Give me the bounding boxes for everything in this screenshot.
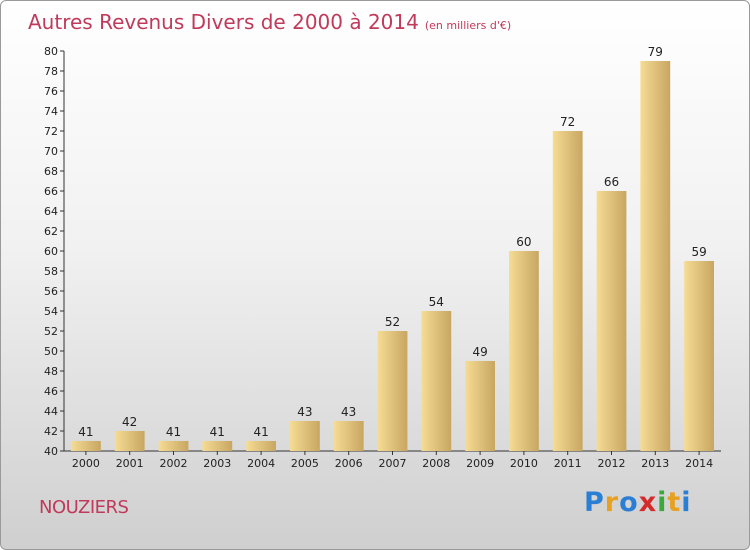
y-tick-label: 74 bbox=[44, 105, 58, 118]
chart-title-text: Autres Revenus Divers de 2000 à 2014 bbox=[28, 10, 419, 34]
x-tick-label: 2007 bbox=[379, 457, 407, 470]
data-label: 41 bbox=[210, 425, 225, 439]
y-tick-label: 56 bbox=[44, 285, 58, 298]
bar-2005 bbox=[290, 421, 320, 451]
x-tick-label: 2008 bbox=[422, 457, 450, 470]
x-tick-label: 2012 bbox=[598, 457, 626, 470]
data-label: 43 bbox=[341, 405, 356, 419]
x-tick-label: 2011 bbox=[554, 457, 582, 470]
data-label: 41 bbox=[253, 425, 268, 439]
logo-letter-5: t bbox=[667, 487, 682, 518]
bar-2009 bbox=[465, 361, 495, 451]
bar-2008 bbox=[421, 311, 452, 451]
logo-letter-3: x bbox=[638, 487, 658, 518]
commune-name: NOUZIERS bbox=[39, 497, 129, 518]
bar-2000 bbox=[71, 441, 101, 451]
bar-2006 bbox=[333, 421, 364, 451]
data-label: 60 bbox=[516, 235, 531, 249]
y-tick-label: 64 bbox=[44, 205, 58, 218]
y-tick-label: 76 bbox=[44, 85, 58, 98]
y-tick-label: 58 bbox=[44, 265, 58, 278]
y-tick-label: 50 bbox=[44, 345, 58, 358]
y-tick-label: 40 bbox=[44, 445, 58, 458]
bar-2012 bbox=[596, 191, 627, 451]
logo-letter-0: P bbox=[584, 487, 605, 518]
bar-2001 bbox=[114, 431, 145, 451]
bar-2013 bbox=[640, 61, 671, 451]
x-tick-label: 2013 bbox=[641, 457, 669, 470]
x-tick-label: 2009 bbox=[466, 457, 494, 470]
data-label: 43 bbox=[297, 405, 312, 419]
bar-2007 bbox=[377, 331, 408, 451]
y-tick-label: 80 bbox=[44, 45, 58, 58]
logo-letter-2: o bbox=[619, 487, 639, 518]
bar-2010 bbox=[509, 251, 539, 451]
y-tick-label: 60 bbox=[44, 245, 58, 258]
logo-letter-1: r bbox=[604, 487, 620, 518]
x-tick-label: 2010 bbox=[510, 457, 538, 470]
proxiti-logo: Proxiti bbox=[584, 487, 692, 518]
data-label: 41 bbox=[78, 425, 93, 439]
y-tick-label: 78 bbox=[44, 65, 58, 78]
data-label: 52 bbox=[385, 315, 400, 329]
y-tick-label: 54 bbox=[44, 305, 58, 318]
bar-2011 bbox=[552, 131, 583, 451]
data-label: 79 bbox=[648, 45, 663, 59]
logo-letter-4: i bbox=[657, 487, 668, 518]
x-tick-label: 2005 bbox=[291, 457, 319, 470]
data-label: 49 bbox=[472, 345, 487, 359]
bar-2014 bbox=[684, 261, 714, 451]
y-tick-label: 70 bbox=[44, 145, 58, 158]
y-tick-label: 42 bbox=[44, 425, 58, 438]
data-label: 42 bbox=[122, 415, 137, 429]
x-tick-label: 2004 bbox=[247, 457, 275, 470]
x-tick-label: 2002 bbox=[160, 457, 188, 470]
y-tick-label: 48 bbox=[44, 365, 58, 378]
x-tick-label: 2003 bbox=[203, 457, 231, 470]
data-label: 66 bbox=[604, 175, 619, 189]
logo-letter-6: i bbox=[681, 487, 692, 518]
bar-2004 bbox=[246, 441, 276, 451]
x-tick-label: 2000 bbox=[72, 457, 100, 470]
data-label: 59 bbox=[691, 245, 706, 259]
y-tick-label: 68 bbox=[44, 165, 58, 178]
chart-title: Autres Revenus Divers de 2000 à 2014 (en … bbox=[28, 10, 511, 34]
y-tick-label: 72 bbox=[44, 125, 58, 138]
x-tick-label: 2001 bbox=[116, 457, 144, 470]
y-tick-label: 44 bbox=[44, 405, 58, 418]
y-tick-label: 62 bbox=[44, 225, 58, 238]
bar-2002 bbox=[158, 441, 189, 451]
data-label: 72 bbox=[560, 115, 575, 129]
data-label: 41 bbox=[166, 425, 181, 439]
y-tick-label: 46 bbox=[44, 385, 58, 398]
bar-2003 bbox=[202, 441, 233, 451]
x-tick-label: 2014 bbox=[685, 457, 713, 470]
y-tick-label: 52 bbox=[44, 325, 58, 338]
data-label: 54 bbox=[429, 295, 444, 309]
y-tick-label: 66 bbox=[44, 185, 58, 198]
chart-title-unit: (en milliers d'€) bbox=[424, 19, 512, 32]
x-tick-label: 2006 bbox=[335, 457, 363, 470]
